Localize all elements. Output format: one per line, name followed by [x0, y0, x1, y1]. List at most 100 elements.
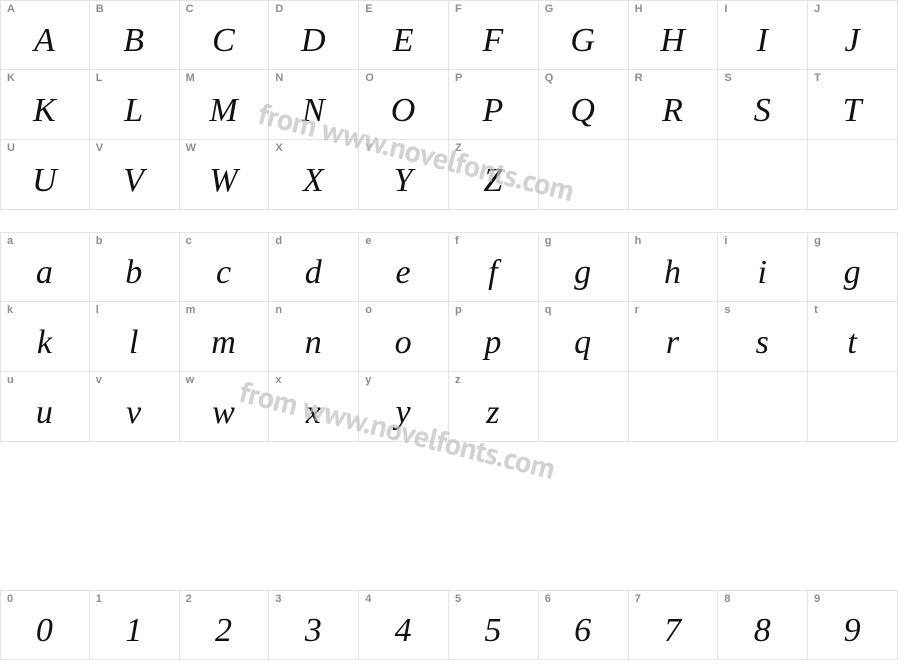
- glyph-key: o: [365, 305, 372, 316]
- glyph-key: c: [186, 236, 192, 247]
- glyph-key: Z: [455, 143, 462, 154]
- glyph-cell: RR: [629, 70, 719, 140]
- glyph-cell: 11: [90, 590, 180, 660]
- table-row: uu vv ww xx yy zz: [0, 372, 911, 442]
- font-chart: AA BB CC DD EE FF GG HH II JJ KK LL MM N…: [0, 0, 911, 668]
- glyph-key: V: [96, 143, 104, 154]
- glyph-cell: kk: [0, 302, 90, 372]
- glyph-key: 7: [635, 594, 641, 605]
- glyph-sample: i: [718, 249, 807, 301]
- glyph-cell: ff: [449, 232, 539, 302]
- glyph-sample: m: [180, 319, 269, 371]
- table-row: aa bb cc dd ee ff gg hh ii gg: [0, 232, 911, 302]
- glyph-sample: f: [449, 249, 538, 301]
- empty-cell: [539, 140, 629, 210]
- glyph-key: H: [635, 4, 643, 15]
- glyph-key: F: [455, 4, 462, 15]
- glyph-sample: t: [808, 319, 897, 371]
- glyph-sample: k: [1, 319, 89, 371]
- glyph-key: W: [186, 143, 197, 154]
- glyph-key: S: [724, 73, 732, 84]
- glyph-cell: UU: [0, 140, 90, 210]
- glyph-cell: 33: [269, 590, 359, 660]
- glyph-cell: EE: [359, 0, 449, 70]
- glyph-cell: hh: [629, 232, 719, 302]
- glyph-key: 1: [96, 594, 102, 605]
- glyph-cell: WW: [180, 140, 270, 210]
- glyph-cell: YY: [359, 140, 449, 210]
- glyph-key: U: [7, 143, 15, 154]
- glyph-cell: JJ: [808, 0, 898, 70]
- glyph-key: p: [455, 305, 462, 316]
- glyph-key: 0: [7, 594, 13, 605]
- glyph-cell: AA: [0, 0, 90, 70]
- table-row: KK LL MM NN OO PP QQ RR SS TT: [0, 70, 911, 140]
- glyph-sample: v: [90, 389, 179, 441]
- glyph-key: M: [186, 73, 195, 84]
- glyph-cell: 44: [359, 590, 449, 660]
- glyph-key: w: [186, 375, 195, 386]
- glyph-cell: 66: [539, 590, 629, 660]
- glyph-key: 2: [186, 594, 192, 605]
- glyph-sample: J: [808, 17, 897, 69]
- glyph-sample: p: [449, 319, 538, 371]
- glyph-key: 6: [545, 594, 551, 605]
- glyph-sample: N: [269, 87, 358, 139]
- glyph-cell: xx: [269, 372, 359, 442]
- glyph-cell: ii: [718, 232, 808, 302]
- glyph-sample: x: [269, 389, 358, 441]
- glyph-sample: T: [808, 87, 897, 139]
- glyph-sample: R: [629, 87, 718, 139]
- empty-cell: [629, 372, 719, 442]
- glyph-key: g: [814, 236, 821, 247]
- glyph-key: n: [275, 305, 282, 316]
- glyph-sample: e: [359, 249, 448, 301]
- glyph-cell: NN: [269, 70, 359, 140]
- glyph-cell: 00: [0, 590, 90, 660]
- glyph-cell: TT: [808, 70, 898, 140]
- glyph-key: L: [96, 73, 103, 84]
- glyph-sample: g: [808, 249, 897, 301]
- glyph-key: t: [814, 305, 818, 316]
- glyph-cell: FF: [449, 0, 539, 70]
- section-uppercase: AA BB CC DD EE FF GG HH II JJ KK LL MM N…: [0, 0, 911, 210]
- glyph-key: 5: [455, 594, 461, 605]
- glyph-key: q: [545, 305, 552, 316]
- glyph-sample: S: [718, 87, 807, 139]
- glyph-key: T: [814, 73, 821, 84]
- table-row: kk ll mm nn oo pp qq rr ss tt: [0, 302, 911, 372]
- glyph-cell: 88: [718, 590, 808, 660]
- glyph-sample: 8: [718, 607, 807, 659]
- glyph-sample: X: [269, 157, 358, 209]
- glyph-key: u: [7, 375, 14, 386]
- glyph-cell: oo: [359, 302, 449, 372]
- glyph-sample: 1: [90, 607, 179, 659]
- glyph-sample: A: [1, 17, 89, 69]
- glyph-cell: mm: [180, 302, 270, 372]
- glyph-sample: 2: [180, 607, 269, 659]
- table-row: 00 11 22 33 44 55 66 77 88 99: [0, 590, 911, 660]
- glyph-key: D: [275, 4, 283, 15]
- glyph-cell: bb: [90, 232, 180, 302]
- glyph-key: E: [365, 4, 373, 15]
- glyph-cell: 99: [808, 590, 898, 660]
- glyph-sample: c: [180, 249, 269, 301]
- glyph-cell: tt: [808, 302, 898, 372]
- glyph-sample: 4: [359, 607, 448, 659]
- glyph-key: K: [7, 73, 15, 84]
- glyph-sample: P: [449, 87, 538, 139]
- glyph-sample: w: [180, 389, 269, 441]
- glyph-cell: uu: [0, 372, 90, 442]
- glyph-cell: OO: [359, 70, 449, 140]
- glyph-key: i: [724, 236, 727, 247]
- glyph-cell: gg: [539, 232, 629, 302]
- glyph-sample: 0: [1, 607, 89, 659]
- glyph-key: e: [365, 236, 371, 247]
- glyph-key: R: [635, 73, 643, 84]
- glyph-key: h: [635, 236, 642, 247]
- glyph-cell: pp: [449, 302, 539, 372]
- glyph-sample: n: [269, 319, 358, 371]
- glyph-cell: MM: [180, 70, 270, 140]
- glyph-key: m: [186, 305, 196, 316]
- glyph-cell: aa: [0, 232, 90, 302]
